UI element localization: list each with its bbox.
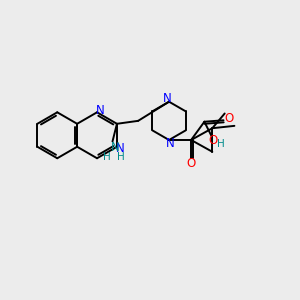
Text: N: N xyxy=(163,92,172,105)
Text: N: N xyxy=(96,104,105,117)
Text: O: O xyxy=(187,157,196,170)
Text: O: O xyxy=(224,112,233,125)
Text: O: O xyxy=(208,134,217,147)
Text: N: N xyxy=(110,141,119,154)
Text: H: H xyxy=(103,152,111,162)
Text: H: H xyxy=(217,139,224,149)
Text: N: N xyxy=(116,142,125,155)
Text: N: N xyxy=(166,137,175,150)
Text: H: H xyxy=(117,152,124,162)
